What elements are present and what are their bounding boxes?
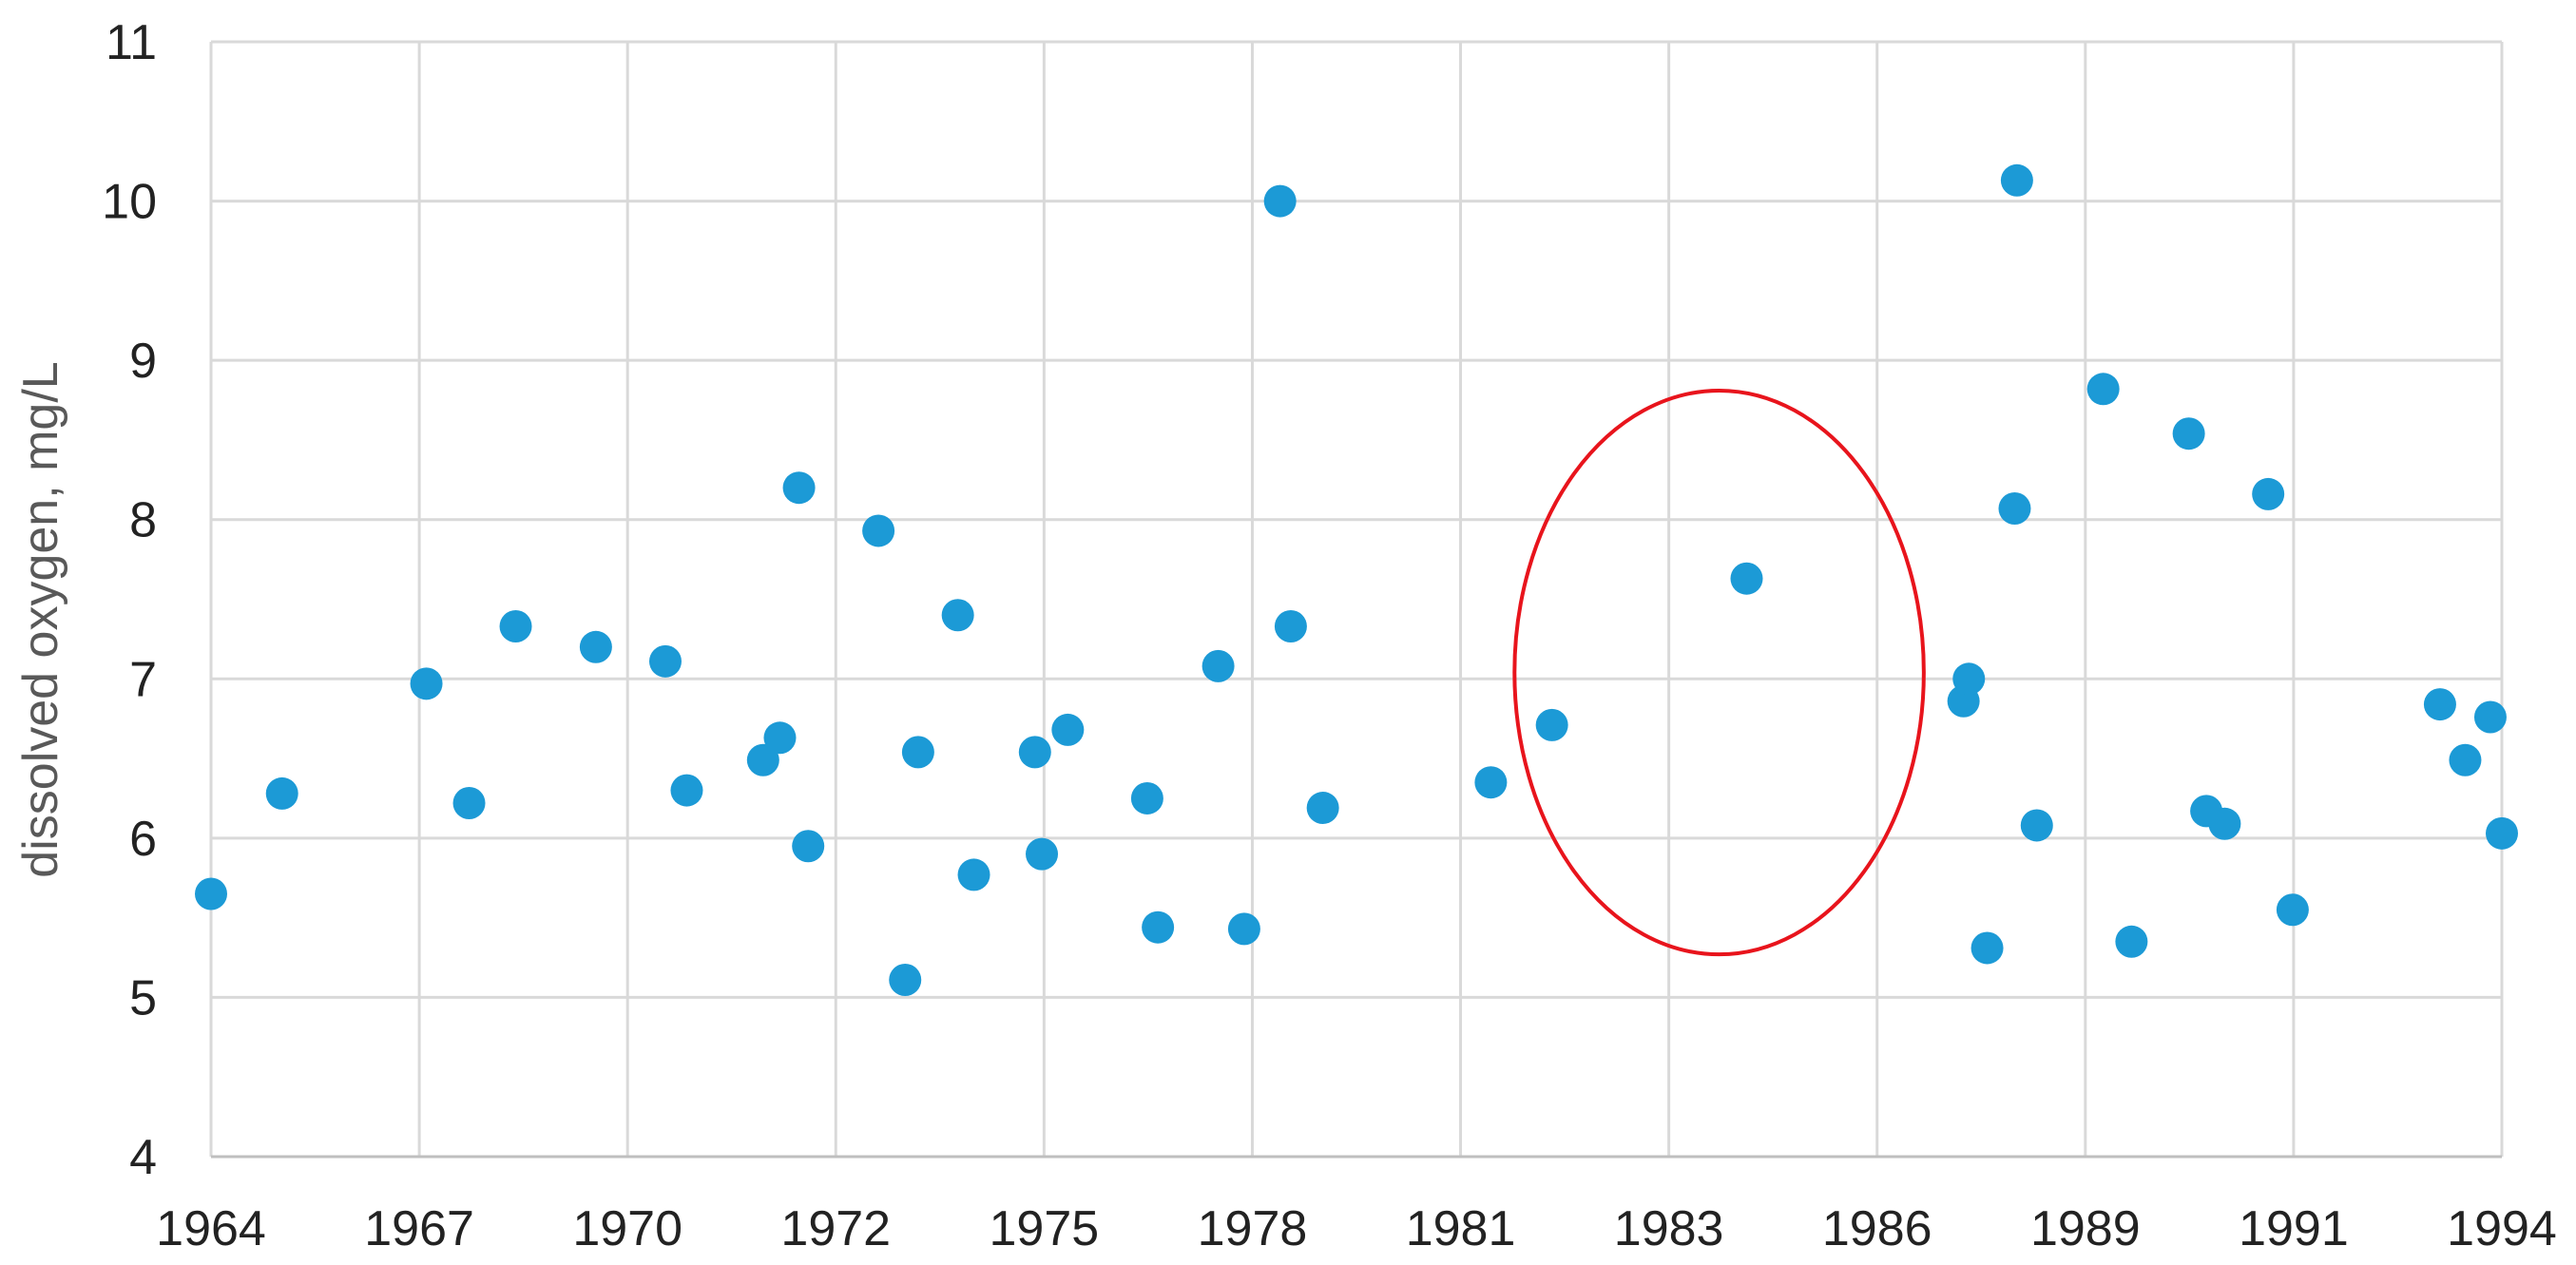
data-point	[1952, 662, 1986, 696]
data-point	[2276, 893, 2309, 927]
data-point	[410, 667, 443, 700]
data-point	[957, 858, 990, 891]
data-point	[648, 644, 682, 678]
y-tick-label: 5	[129, 970, 157, 1025]
highlight-ellipse	[1512, 388, 1926, 957]
data-point	[746, 743, 779, 776]
data-point	[1201, 649, 1235, 682]
data-point	[1130, 781, 1163, 815]
data-point	[1142, 910, 1175, 944]
data-point	[2252, 477, 2285, 510]
data-point	[1730, 562, 1763, 595]
data-point	[1018, 736, 1051, 769]
data-point	[1051, 713, 1085, 746]
data-point	[1263, 184, 1297, 218]
data-points	[195, 163, 2518, 996]
y-tick-label: 4	[129, 1130, 157, 1185]
x-tick-label: 1991	[2239, 1201, 2349, 1256]
data-point	[2449, 743, 2482, 776]
data-point	[2208, 807, 2241, 840]
x-tick-label: 1972	[780, 1201, 891, 1256]
y-tick-label: 6	[129, 812, 157, 867]
data-point	[452, 786, 486, 819]
y-tick-label: 7	[129, 652, 157, 707]
data-point	[2020, 809, 2053, 842]
x-tick-label: 1975	[990, 1201, 1100, 1256]
data-point	[265, 776, 298, 810]
x-tick-label: 1967	[364, 1201, 474, 1256]
x-tick-label: 1983	[1614, 1201, 1724, 1256]
data-point	[763, 721, 797, 755]
y-tick-labels: 4 5 6 7 8 9 10 11	[102, 15, 157, 1185]
data-point	[782, 471, 816, 505]
x-tick-label: 1978	[1198, 1201, 1308, 1256]
data-point	[941, 599, 974, 632]
data-point	[1474, 766, 1508, 799]
data-point	[1026, 837, 1059, 871]
y-tick-label: 8	[129, 493, 157, 548]
x-tick-label: 1970	[572, 1201, 682, 1256]
x-tick-label: 1964	[156, 1201, 266, 1256]
data-point	[1274, 609, 1307, 642]
data-point	[2115, 925, 2148, 958]
y-tick-label: 11	[106, 15, 157, 70]
x-tick-label: 1986	[1822, 1201, 1932, 1256]
y-tick-label: 10	[102, 175, 157, 230]
data-point	[901, 736, 934, 769]
x-tick-label: 1989	[2030, 1201, 2141, 1256]
data-point	[2486, 816, 2518, 850]
x-tick-label: 1981	[1406, 1201, 1516, 1256]
data-point	[579, 630, 612, 663]
x-tick-label: 1994	[2447, 1201, 2557, 1256]
data-point	[499, 609, 532, 642]
y-axis-title: dissolved oxygen, mg/L	[13, 361, 68, 877]
annotations	[1512, 388, 1926, 957]
y-tick-label: 9	[129, 334, 157, 389]
data-point	[1998, 491, 2031, 525]
data-point	[670, 774, 703, 807]
data-point	[2000, 163, 2033, 197]
data-point	[2423, 688, 2456, 721]
data-point	[792, 830, 825, 863]
data-point	[889, 963, 922, 996]
data-point	[1970, 931, 2004, 965]
data-point	[862, 514, 895, 547]
data-point	[1227, 912, 1260, 946]
data-point	[2172, 417, 2205, 450]
data-point	[195, 877, 227, 910]
x-tick-labels: 1964 1967 1970 1972 1975 1978 1981 1983 1986 1989…	[156, 1201, 2557, 1256]
gridlines	[209, 40, 2504, 1157]
data-point	[2473, 700, 2507, 734]
data-point	[2086, 373, 2120, 406]
data-point	[1535, 708, 1568, 741]
data-point	[1306, 792, 1339, 825]
